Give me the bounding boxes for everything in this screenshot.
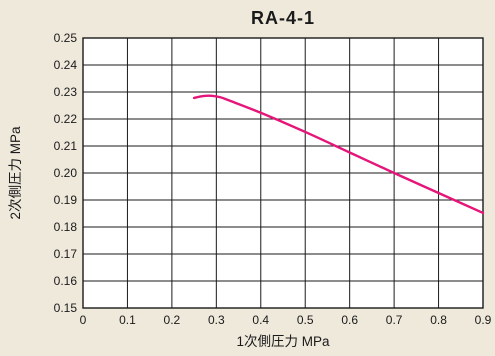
x-tick-label: 0.3 <box>208 313 225 327</box>
y-tick-label: 0.21 <box>54 139 78 153</box>
y-tick-label: 0.25 <box>54 31 78 45</box>
x-tick-label: 0.1 <box>119 313 136 327</box>
y-tick-label: 0.22 <box>54 112 78 126</box>
x-tick-label: 0.9 <box>475 313 492 327</box>
x-tick-label: 0.4 <box>252 313 269 327</box>
y-axis-label: 2次側圧力 MPa <box>8 126 23 220</box>
y-tick-label: 0.18 <box>54 220 78 234</box>
chart-title: RA-4-1 <box>251 8 315 28</box>
x-tick-label: 0 <box>80 313 87 327</box>
y-tick-label: 0.15 <box>54 301 78 315</box>
y-axis-ticks: 0.15 0.16 0.17 0.18 0.19 0.20 0.21 0.22 0.23 0.24… <box>54 31 78 315</box>
grid <box>83 38 483 308</box>
x-tick-label: 0.2 <box>164 313 181 327</box>
y-tick-label: 0.17 <box>54 247 78 261</box>
series-layer <box>192 94 485 215</box>
x-axis-ticks: 0 0.1 0.2 0.3 0.4 0.5 0.6 0.7 0.8 0.9 <box>80 313 492 327</box>
x-tick-label: 0.5 <box>297 313 314 327</box>
x-axis-label: 1次側圧力 MPa <box>236 334 330 349</box>
x-tick-label: 0.8 <box>430 313 447 327</box>
y-tick-label: 0.20 <box>54 166 78 180</box>
series-line <box>192 94 485 215</box>
y-tick-label: 0.19 <box>54 193 78 207</box>
y-tick-label: 0.23 <box>54 85 78 99</box>
x-tick-label: 0.7 <box>386 313 403 327</box>
y-tick-label: 0.24 <box>54 58 78 72</box>
x-tick-label: 0.6 <box>341 313 358 327</box>
y-tick-label: 0.16 <box>54 274 78 288</box>
